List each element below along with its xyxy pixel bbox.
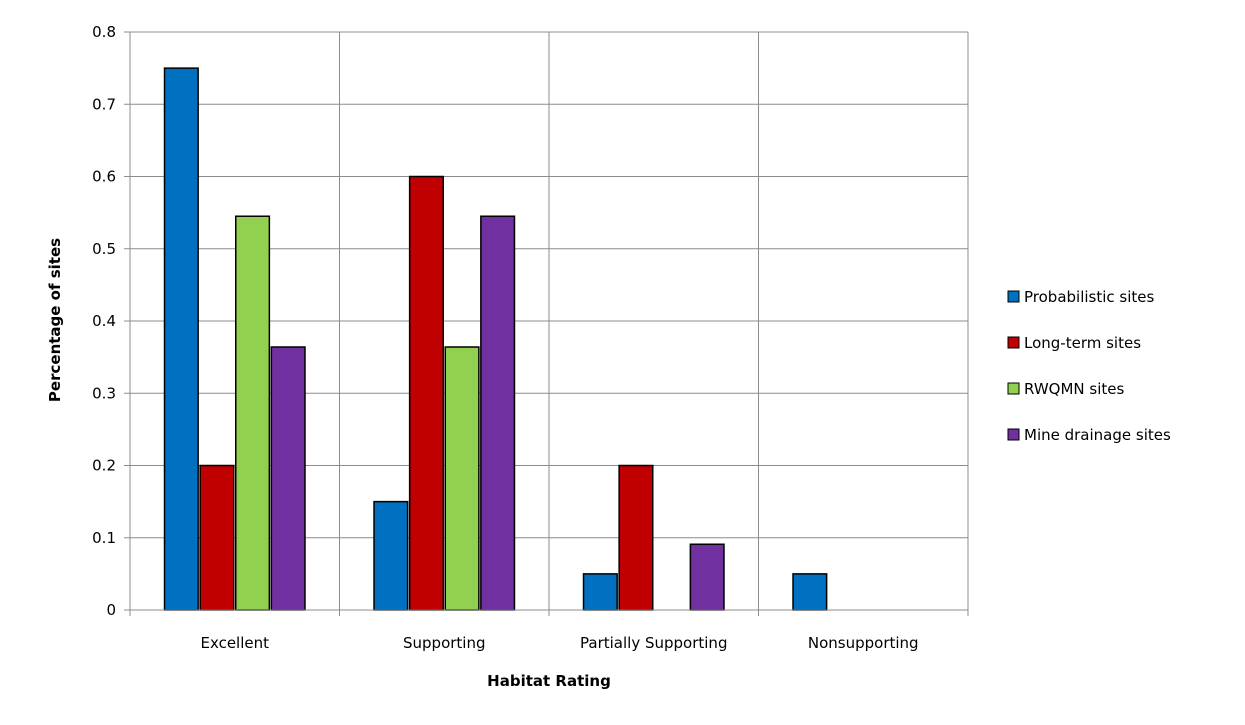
- bar: [582, 573, 618, 611]
- y-tick-label: 0.6: [92, 168, 116, 186]
- bar: [618, 464, 654, 611]
- legend-swatch: [1007, 382, 1020, 395]
- y-tick-label: 0.3: [92, 384, 116, 402]
- y-axis-title: Percentage of sites: [46, 238, 64, 402]
- legend-swatch: [1007, 290, 1020, 303]
- y-tick-label: 0.4: [92, 312, 116, 330]
- x-category-label: Partially Supporting: [580, 634, 727, 652]
- bars: [163, 67, 828, 611]
- y-tick-label: 0.5: [92, 240, 116, 258]
- x-category-label: Excellent: [200, 634, 269, 652]
- y-tick-label: 0.2: [92, 457, 116, 475]
- bar: [792, 573, 828, 611]
- y-tick-labels: 0 0.1 0.2 0.3 0.4 0.5 0.6 0.7 0.8: [92, 23, 116, 619]
- axes: [124, 31, 969, 616]
- legend-swatch: [1007, 428, 1020, 441]
- bar: [408, 175, 445, 611]
- bar: [444, 346, 480, 611]
- legend-label: Mine drainage sites: [1024, 426, 1171, 444]
- bar: [199, 464, 235, 611]
- legend-swatch: [1007, 336, 1020, 349]
- legend-label: RWQMN sites: [1024, 380, 1124, 398]
- legend: Probabilistic sites Long-term sites RWQMN …: [1007, 288, 1171, 444]
- x-category-labels: Excellent Supporting Partially Supporting N…: [200, 634, 918, 652]
- x-category-label: Nonsupporting: [808, 634, 919, 652]
- y-tick-label: 0.8: [92, 23, 116, 41]
- bar: [373, 500, 409, 611]
- bar: [235, 215, 271, 611]
- x-axis-title: Habitat Rating: [487, 672, 611, 690]
- legend-label: Long-term sites: [1024, 334, 1141, 352]
- bar: [163, 67, 199, 611]
- bar: [480, 215, 516, 611]
- bar: [689, 543, 725, 611]
- bar: [270, 346, 306, 611]
- legend-label: Probabilistic sites: [1024, 288, 1155, 306]
- y-tick-label: 0.1: [92, 529, 116, 547]
- y-tick-label: 0: [106, 601, 116, 619]
- x-category-label: Supporting: [403, 634, 486, 652]
- y-tick-label: 0.7: [92, 95, 116, 113]
